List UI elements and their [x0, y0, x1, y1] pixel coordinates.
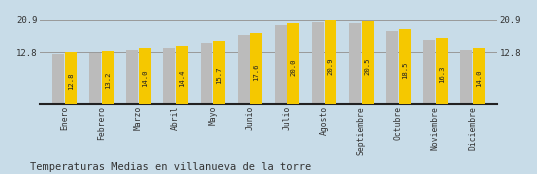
Text: 14.0: 14.0: [476, 70, 482, 87]
Bar: [287, 23, 299, 104]
Bar: [349, 23, 361, 104]
Bar: [163, 48, 176, 104]
Bar: [102, 51, 114, 104]
Bar: [312, 22, 324, 104]
Text: 18.5: 18.5: [402, 62, 408, 79]
Bar: [238, 35, 250, 104]
Text: 12.8: 12.8: [68, 72, 74, 90]
Bar: [126, 50, 138, 104]
Bar: [324, 19, 336, 104]
Bar: [436, 38, 448, 104]
Bar: [386, 31, 398, 104]
Bar: [65, 52, 77, 104]
Text: 16.3: 16.3: [439, 66, 445, 83]
Text: 14.4: 14.4: [179, 69, 185, 87]
Bar: [275, 25, 287, 104]
Text: 15.7: 15.7: [216, 67, 222, 84]
Text: 20.5: 20.5: [365, 58, 371, 75]
Bar: [213, 41, 225, 104]
Text: 14.0: 14.0: [142, 70, 148, 87]
Text: Temperaturas Medias en villanueva de la torre: Temperaturas Medias en villanueva de la …: [30, 162, 311, 172]
Bar: [139, 48, 151, 104]
Bar: [460, 50, 472, 104]
Bar: [473, 48, 485, 104]
Text: 20.0: 20.0: [291, 59, 296, 76]
Text: 17.6: 17.6: [253, 63, 259, 81]
Bar: [176, 46, 188, 104]
Bar: [52, 54, 64, 104]
Bar: [89, 53, 101, 104]
Bar: [250, 33, 262, 104]
Text: 13.2: 13.2: [105, 71, 111, 89]
Bar: [361, 21, 374, 104]
Bar: [201, 43, 213, 104]
Text: 20.9: 20.9: [328, 57, 333, 75]
Bar: [399, 29, 411, 104]
Bar: [423, 40, 435, 104]
